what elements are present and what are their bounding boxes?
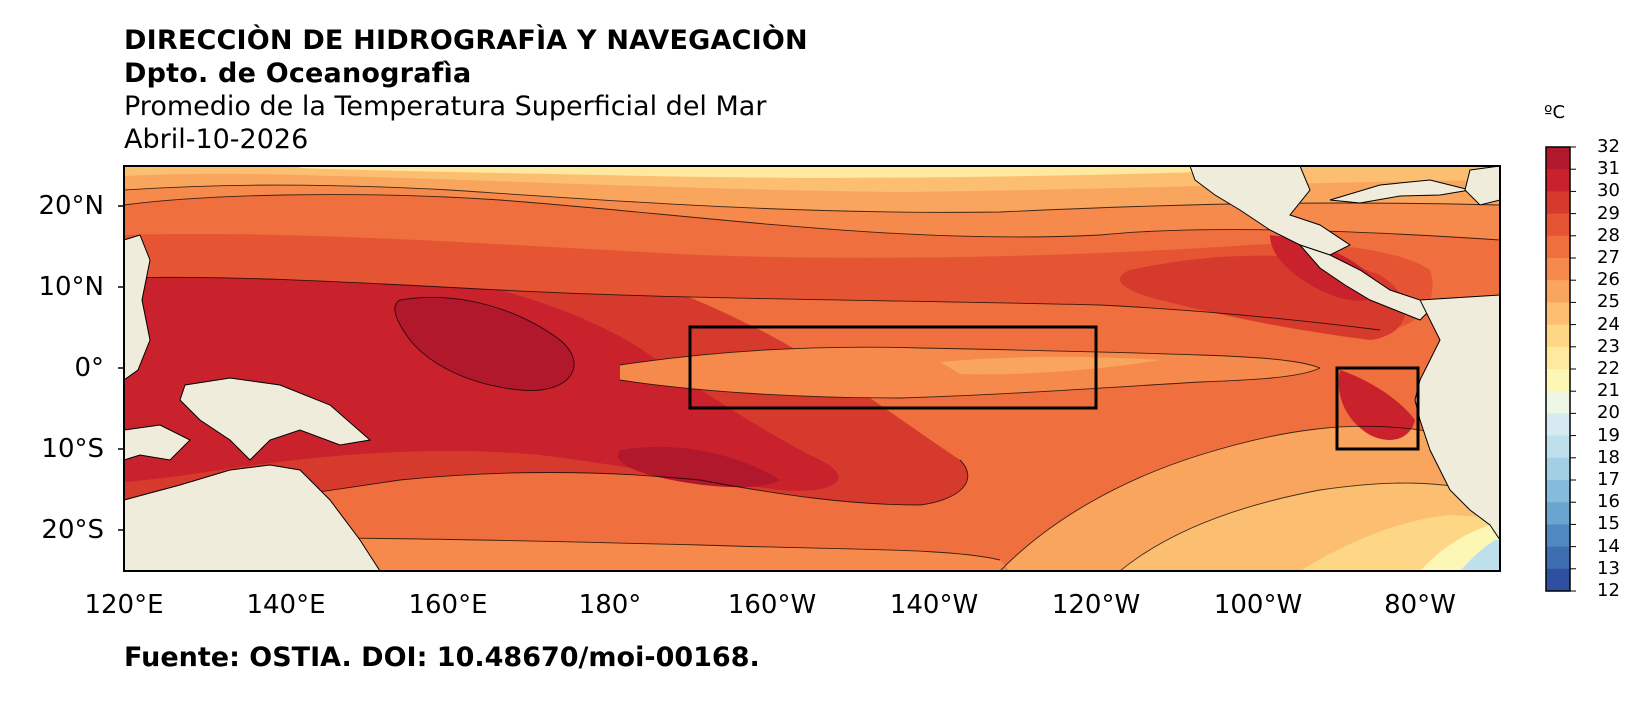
lat-label-20s: 20°S — [41, 515, 104, 545]
colorbar-swatch — [1546, 457, 1570, 481]
colorbar-swatch — [1546, 568, 1570, 592]
sst-band-31-core-south — [617, 446, 780, 488]
colorbar-tick-label: 18 — [1597, 446, 1620, 468]
colorbar-tick-label: 21 — [1597, 380, 1620, 402]
colorbar-tick-label: 25 — [1597, 291, 1620, 313]
lon-label-80w: 80°W — [1384, 590, 1456, 620]
colorbar-tick-label: 31 — [1597, 158, 1620, 180]
map-date: Abril-10-2026 — [124, 124, 309, 155]
agency-title: DIRECCIÒN DE HIDROGRAFÌA Y NAVEGACIÒN — [124, 25, 808, 56]
lat-label-10n: 10°N — [38, 272, 104, 302]
colorbar-tick-label: 24 — [1597, 313, 1620, 335]
data-source: Fuente: OSTIA. DOI: 10.48670/moi-00168. — [124, 642, 760, 673]
land-sulawesi-moluccas — [124, 424, 191, 461]
colorbar-swatch — [1546, 346, 1570, 370]
axis-ticks — [118, 205, 124, 531]
land-cuba — [1329, 179, 1471, 204]
lon-label-120w: 120°W — [1051, 590, 1141, 620]
land-central-america — [1298, 243, 1431, 321]
colorbar-swatch — [1546, 480, 1570, 503]
colorbar-swatch — [1546, 280, 1570, 303]
colorbar-tick-label: 20 — [1597, 402, 1620, 424]
colorbar-tick-label: 32 — [1597, 136, 1620, 157]
colorbar-tick-label: 26 — [1597, 269, 1620, 291]
colorbar-tick-label: 12 — [1597, 580, 1620, 601]
colorbar-swatch — [1546, 324, 1570, 348]
colorbar-swatch — [1546, 524, 1570, 548]
sst-band-30-coastal — [1338, 370, 1415, 440]
sst-band-25-cold-tongue — [940, 356, 1160, 375]
colorbar-swatch — [1546, 235, 1570, 259]
nino12-region-box — [1335, 366, 1420, 451]
lon-label-100w: 100°W — [1213, 590, 1303, 620]
lon-label-140e: 140°E — [246, 590, 326, 620]
colorbar-swatch — [1546, 302, 1570, 326]
colorbar-tick-marks — [1570, 146, 1576, 592]
colorbar-swatch — [1546, 258, 1570, 281]
colorbar-swatch — [1546, 546, 1570, 570]
colorbar-tick-label: 15 — [1597, 513, 1620, 535]
lon-label-160e: 160°E — [408, 590, 488, 620]
colorbar-swatch — [1546, 191, 1570, 215]
sst-band-28-itcz — [124, 234, 1433, 330]
colorbar-tick-label: 13 — [1597, 557, 1620, 579]
land-new-guinea — [179, 377, 372, 461]
colorbar-swatch — [1546, 147, 1570, 170]
colorbar-tick-label: 28 — [1597, 224, 1620, 246]
colorbar-swatch — [1546, 413, 1570, 437]
colorbar-unit: ºC — [1544, 102, 1566, 123]
colorbar-swatch — [1546, 502, 1570, 525]
colorbar-swatch — [1546, 369, 1570, 392]
colorbar-tick-label: 17 — [1597, 469, 1620, 490]
colorbar-swatch — [1546, 169, 1570, 192]
colorbar-tick-label: 16 — [1597, 491, 1620, 513]
lat-label-20n: 20°N — [38, 191, 104, 221]
sst-band-18-coastal — [1460, 540, 1500, 571]
colorbar — [1546, 147, 1570, 592]
sst-band-31-core — [394, 297, 575, 391]
land-philippines-borneo — [124, 234, 151, 381]
sst-field — [124, 166, 1500, 571]
sst-band-22-north — [300, 166, 1200, 178]
nino34-region-box — [688, 325, 1098, 410]
lat-label-eq: 0° — [74, 353, 104, 383]
department-title: Dpto. de Oceanografìa — [124, 58, 472, 89]
land-australia — [124, 464, 381, 571]
colorbar-swatch — [1546, 391, 1570, 414]
colorbar-tick-label: 14 — [1597, 535, 1620, 557]
lon-label-160w: 160°W — [727, 590, 817, 620]
colorbar-tick-label: 23 — [1597, 335, 1620, 357]
title-block: DIRECCIÒN DE HIDROGRAFÌA Y NAVEGACIÒN Dp… — [124, 24, 808, 156]
colorbar-tick-label: 27 — [1597, 247, 1620, 268]
land-south-america — [1414, 294, 1500, 541]
lon-label-180: 180° — [578, 590, 642, 620]
lat-label-10s: 10°S — [41, 434, 104, 464]
map-subtitle: Promedio de la Temperatura Superficial d… — [124, 91, 767, 122]
lon-label-140w: 140°W — [889, 590, 979, 620]
colorbar-tick-label: 19 — [1597, 424, 1620, 446]
colorbar-swatch — [1546, 213, 1570, 237]
colorbar-tick-label: 22 — [1597, 358, 1620, 379]
lon-label-120e: 120°E — [84, 590, 164, 620]
land-masses — [124, 166, 1500, 571]
colorbar-tick-label: 30 — [1597, 180, 1620, 202]
colorbar-tick-label: 29 — [1597, 202, 1620, 224]
colorbar-swatch — [1546, 435, 1570, 459]
